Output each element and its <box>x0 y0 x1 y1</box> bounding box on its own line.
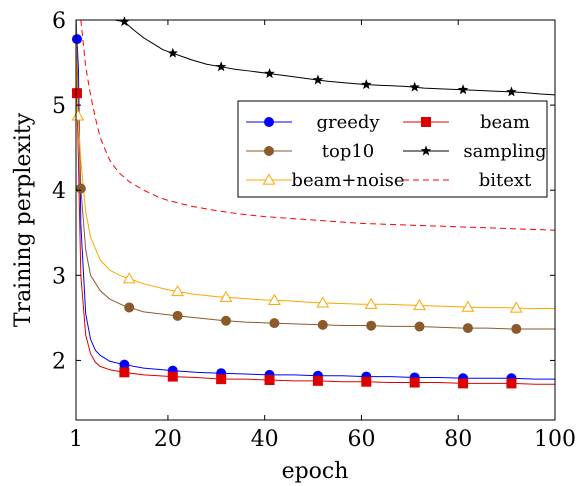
legend-marker-beam <box>421 117 431 127</box>
legend-label-greedy: greedy <box>316 112 380 133</box>
legend-label-bitext: bitext <box>479 170 532 191</box>
y-axis-label: Training perplexity <box>11 112 36 327</box>
axis-layer: 1 20 40 60 80 100 2 3 4 5 6 <box>52 9 576 452</box>
data-point-top10 <box>75 183 86 194</box>
series-line-bitext <box>80 20 555 231</box>
legend-label-beam: beam <box>480 112 530 133</box>
data-point-beam-noise <box>461 300 475 312</box>
marker-layer <box>71 16 523 389</box>
legend-marker-beam-noise <box>262 173 276 185</box>
series-line-beam-noise <box>76 20 555 310</box>
data-point-beam <box>458 378 469 389</box>
data-point-beam <box>506 378 517 389</box>
data-point-beam <box>167 371 178 382</box>
x-tick-label: 60 <box>347 427 375 452</box>
x-tick-label: 20 <box>154 427 182 452</box>
data-point-beam-noise <box>71 109 85 121</box>
data-point-beam <box>264 375 275 385</box>
data-point-beam <box>409 377 420 388</box>
data-point-beam <box>119 367 130 378</box>
data-point-beam <box>312 375 323 386</box>
legend-marker-sampling <box>420 145 432 156</box>
data-point-beam-noise <box>268 293 281 305</box>
data-point-sampling <box>457 84 469 95</box>
data-point-top10 <box>269 318 280 329</box>
legend-label-beam-noise: beam+noise <box>291 170 404 191</box>
data-point-sampling <box>361 79 372 90</box>
data-point-top10 <box>462 323 473 334</box>
data-point-beam-noise <box>364 297 378 309</box>
legend-label-sampling: sampling <box>463 141 546 162</box>
y-tick-label: 6 <box>52 9 66 34</box>
data-point-top10 <box>317 319 328 330</box>
data-point-top10 <box>124 302 135 313</box>
data-point-beam-noise <box>122 272 136 284</box>
plot-area-frame <box>75 19 556 421</box>
legend: greedy beam top10 sampling beam+noise bitext <box>237 100 548 198</box>
data-point-sampling <box>167 47 178 58</box>
data-point-beam <box>71 88 82 99</box>
x-axis-label: epoch <box>282 459 349 484</box>
series-line-beam <box>76 20 555 385</box>
y-tick-label: 5 <box>52 94 66 119</box>
legend-label-top10: top10 <box>322 141 375 162</box>
legend-marker-greedy <box>264 117 274 127</box>
x-tick-label: 100 <box>534 427 576 452</box>
series-line-greedy <box>76 20 555 380</box>
data-point-beam <box>361 376 372 387</box>
data-point-sampling <box>119 16 130 27</box>
legend-marker-top10 <box>264 146 274 156</box>
data-point-top10 <box>366 320 377 331</box>
series-line-sampling <box>114 20 555 96</box>
series-layer <box>76 20 555 385</box>
data-point-sampling <box>409 81 420 92</box>
x-tick-label: 40 <box>251 427 279 452</box>
data-point-top10 <box>414 321 425 332</box>
y-tick-label: 4 <box>52 179 66 204</box>
data-point-sampling <box>215 61 227 72</box>
data-point-beam-noise <box>316 296 330 308</box>
data-point-greedy <box>119 359 130 370</box>
data-point-top10 <box>511 323 522 334</box>
x-tick-label: 80 <box>444 427 472 452</box>
data-point-beam-noise <box>171 284 184 297</box>
x-tick-label: 1 <box>69 427 83 452</box>
legend-box <box>237 100 548 198</box>
y-tick-label: 3 <box>52 264 66 289</box>
data-point-sampling <box>264 68 275 79</box>
data-point-sampling <box>506 86 517 97</box>
y-tick-label: 2 <box>52 349 66 374</box>
data-point-top10 <box>172 310 183 321</box>
data-point-beam-noise <box>219 290 233 302</box>
data-point-beam-noise <box>413 298 426 311</box>
data-point-top10 <box>220 315 231 326</box>
data-point-sampling <box>312 74 324 85</box>
data-point-beam-noise <box>509 301 523 313</box>
data-point-greedy <box>71 34 82 45</box>
data-point-beam <box>216 374 227 385</box>
